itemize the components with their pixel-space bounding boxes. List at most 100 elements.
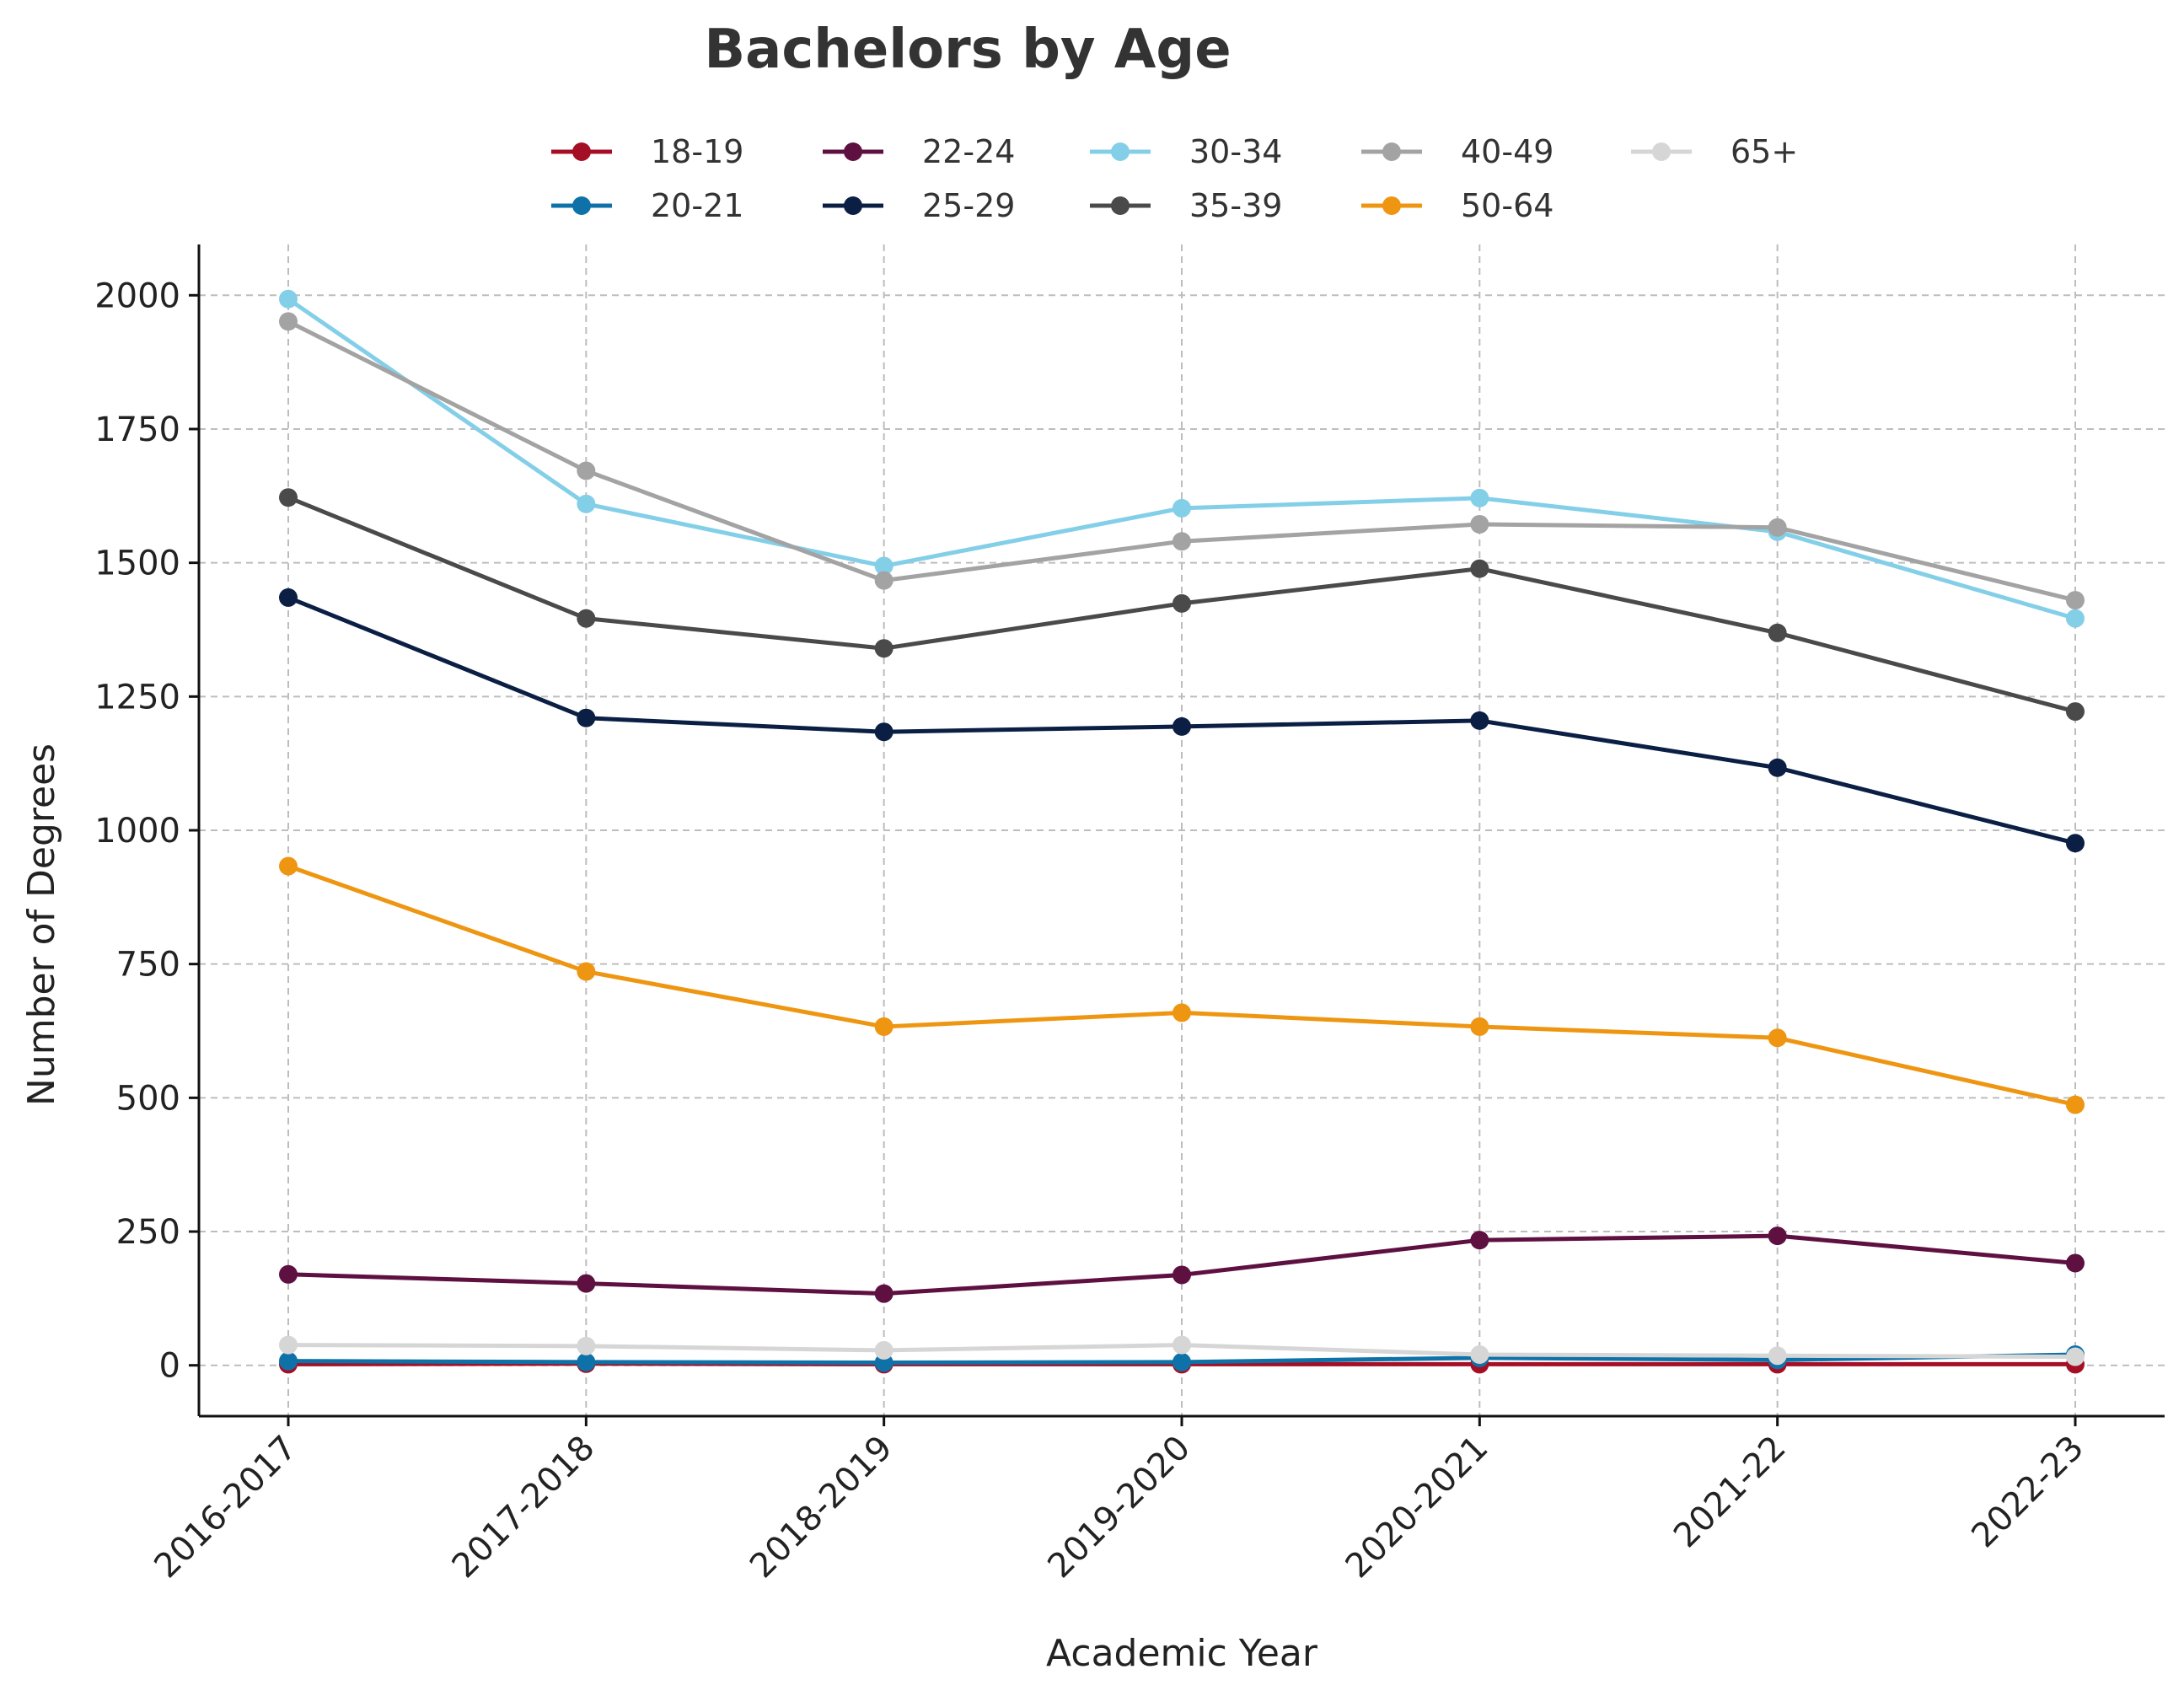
legend-item-18-19: 18-19 [551,133,743,170]
data-point-50-64 [874,1017,893,1036]
legend-item-30-34: 30-34 [1090,133,1282,170]
x-tick-label: 2019-2020 [1040,1429,1198,1586]
chart-title: Bachelors by Age [704,19,1231,81]
legend-label: 20-21 [651,187,743,224]
data-point-35-39 [1470,559,1489,578]
data-point-40-49 [2066,591,2085,610]
series-65+ [279,1335,2085,1366]
data-point-65+ [577,1336,596,1355]
data-point-50-64 [1172,1003,1191,1022]
legend-item-25-29: 25-29 [823,187,1015,224]
y-tick-label: 1000 [94,812,180,851]
x-tick-label: 2016-2017 [147,1429,304,1586]
data-point-50-64 [2066,1095,2085,1114]
legend-item-22-24: 22-24 [823,133,1015,170]
y-tick-label: 1500 [94,545,180,583]
data-point-22-24 [874,1284,893,1303]
legend: 18-19 20-21 22-24 25-29 30-34 35-39 40-49 50-64… [551,133,1798,224]
data-point-22-24 [2066,1253,2085,1273]
data-point-65+ [279,1335,298,1355]
data-point-50-64 [279,856,298,876]
data-point-22-24 [1768,1226,1787,1246]
data-point-22-24 [1172,1265,1191,1285]
data-point-40-49 [1768,518,1787,537]
y-axis-label: Number of Degrees [20,743,63,1106]
legend-label: 65+ [1731,133,1798,170]
legend-item-65+: 65+ [1631,133,1798,170]
data-point-20-21 [1172,1352,1191,1371]
data-point-30-34 [2066,609,2085,628]
y-tick-label: 0 [159,1347,180,1386]
data-point-30-34 [577,494,596,513]
x-tick-label: 2018-2019 [743,1429,900,1586]
data-point-25-29 [1470,711,1489,730]
data-point-30-34 [874,556,893,576]
legend-item-50-64: 50-64 [1361,187,1553,224]
series-lines [279,289,2085,1374]
data-point-25-29 [874,722,893,742]
data-point-22-24 [1470,1231,1489,1250]
data-point-35-39 [1768,623,1787,642]
legend-label: 25-29 [922,187,1015,224]
legend-item-40-49: 40-49 [1361,133,1553,170]
gridlines [199,244,2165,1416]
data-point-35-39 [279,488,298,507]
data-point-25-29 [1172,717,1191,736]
x-tick-label: 2017-2018 [445,1429,603,1586]
legend-label: 18-19 [651,133,743,170]
data-point-40-49 [577,461,596,480]
legend-swatch-marker [1382,196,1401,215]
data-point-50-64 [1768,1028,1787,1048]
data-point-65+ [1470,1345,1489,1365]
x-tick-label: 2021-22 [1666,1429,1794,1556]
legend-label: 40-49 [1461,133,1553,170]
data-point-65+ [2066,1347,2085,1366]
y-tick-label: 1250 [94,678,180,717]
data-point-50-64 [577,962,596,981]
data-point-20-21 [279,1351,298,1371]
data-point-50-64 [1470,1017,1489,1036]
data-point-25-29 [1768,758,1787,777]
data-point-30-34 [1470,488,1489,507]
series-line-50-64 [287,864,2076,1108]
series-50-64 [279,856,2085,1114]
series-35-39 [279,488,2085,722]
legend-swatch-marker [844,196,862,215]
data-point-40-49 [874,571,893,590]
data-point-35-39 [1172,593,1191,613]
y-tick-label: 1750 [94,411,180,449]
legend-swatch-marker [572,196,591,215]
legend-label: 50-64 [1461,187,1553,224]
data-point-25-29 [577,708,596,727]
legend-swatch-marker [1382,142,1401,161]
x-axis-label: Academic Year [1046,1632,1318,1675]
data-point-65+ [1768,1346,1787,1366]
data-point-65+ [874,1340,893,1360]
data-point-22-24 [279,1264,298,1284]
y-tick-label: 500 [116,1079,180,1118]
data-point-65+ [1172,1335,1191,1355]
legend-swatch-marker [1111,196,1130,215]
legend-swatch-marker [1652,142,1671,161]
data-point-20-21 [577,1352,596,1371]
legend-label: 35-39 [1189,187,1282,224]
legend-swatch-marker [844,142,862,161]
data-point-30-34 [279,289,298,309]
data-point-40-49 [1470,514,1489,534]
data-point-25-29 [279,588,298,607]
legend-label: 22-24 [922,133,1015,170]
data-point-22-24 [577,1274,596,1293]
y-tick-label: 2000 [94,276,180,315]
series-22-24 [279,1226,2085,1303]
data-point-30-34 [1172,498,1191,518]
data-point-35-39 [577,609,596,628]
legend-swatch-marker [1111,142,1130,161]
data-point-25-29 [2066,834,2085,853]
x-tick-label: 2020-2021 [1339,1429,1496,1586]
data-point-40-49 [1172,532,1191,551]
series-40-49 [279,312,2085,610]
legend-swatch-marker [572,142,591,161]
legend-label: 30-34 [1189,133,1282,170]
data-point-35-39 [874,639,893,658]
